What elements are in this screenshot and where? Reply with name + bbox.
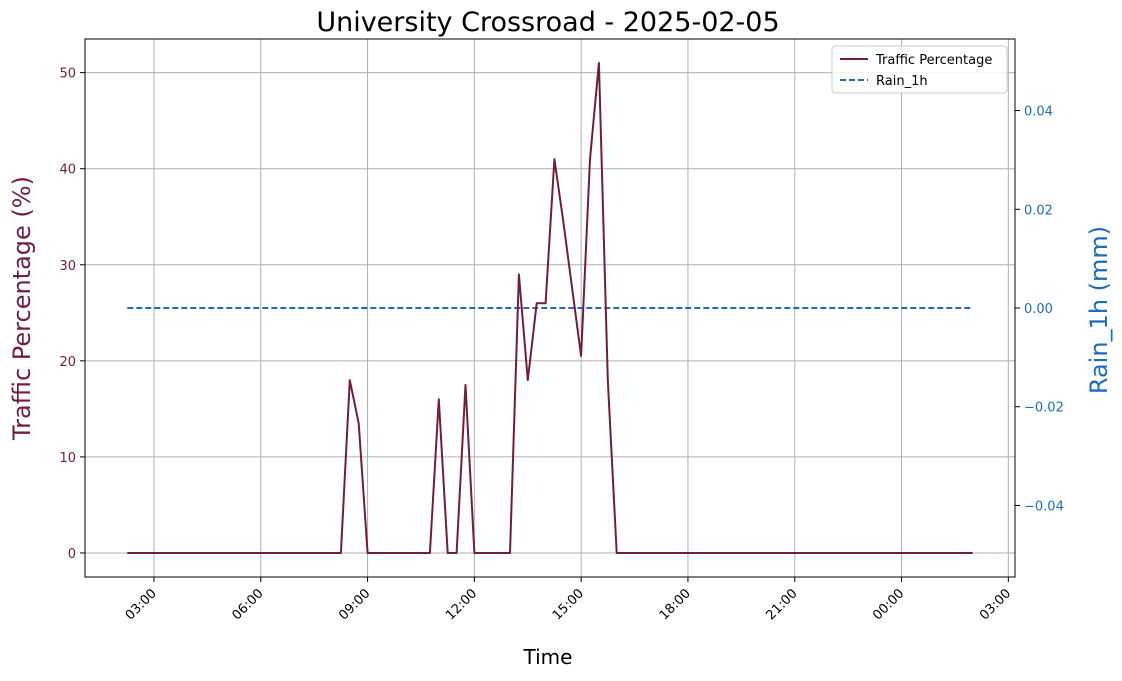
y-axis-left-label: Traffic Percentage (%) bbox=[8, 176, 36, 441]
x-axis: 03:00 06:00 09:00 12:00 15:00 18:00 21:00 00:00… bbox=[123, 577, 1014, 623]
x-tick-label: 09:00 bbox=[336, 586, 373, 623]
x-tick-label: 03:00 bbox=[977, 586, 1014, 623]
x-tick-label: 00:00 bbox=[870, 586, 907, 623]
y-left-tick-label: 30 bbox=[59, 259, 76, 274]
x-axis-label: Time bbox=[523, 645, 573, 669]
series-line-traffic bbox=[127, 62, 973, 554]
legend: Traffic Percentage Rain_1h bbox=[831, 45, 1008, 94]
y-axis-left: 0 10 20 30 40 50 bbox=[59, 67, 85, 562]
y-right-tick-label: 0.02 bbox=[1024, 203, 1053, 218]
legend-label-traffic: Traffic Percentage bbox=[875, 53, 992, 68]
chart-title: University Crossroad - 2025-02-05 bbox=[316, 7, 779, 38]
y-axis-right-label: Rain_1h (mm) bbox=[1085, 226, 1113, 394]
y-left-tick-label: 0 bbox=[68, 547, 76, 562]
y-axis-right: −0.04 −0.02 0.00 0.02 0.04 bbox=[1015, 105, 1064, 514]
y-right-tick-label: −0.02 bbox=[1024, 401, 1064, 416]
y-right-tick-label: 0.00 bbox=[1024, 302, 1053, 317]
plot-area bbox=[127, 62, 973, 554]
x-tick-label: 15:00 bbox=[550, 586, 587, 623]
x-tick-label: 12:00 bbox=[443, 586, 480, 623]
x-tick-label: 03:00 bbox=[123, 586, 160, 623]
x-tick-label: 18:00 bbox=[657, 586, 694, 623]
y-left-tick-label: 20 bbox=[59, 355, 76, 370]
x-tick-label: 21:00 bbox=[763, 586, 800, 623]
x-tick-label: 06:00 bbox=[229, 586, 266, 623]
y-right-tick-label: 0.04 bbox=[1024, 105, 1053, 120]
y-left-tick-label: 50 bbox=[59, 67, 76, 82]
legend-label-rain: Rain_1h bbox=[876, 74, 928, 89]
y-left-tick-label: 10 bbox=[59, 451, 76, 466]
y-right-tick-label: −0.04 bbox=[1024, 499, 1064, 514]
y-left-tick-label: 40 bbox=[59, 163, 76, 178]
legend-box bbox=[831, 45, 1008, 94]
